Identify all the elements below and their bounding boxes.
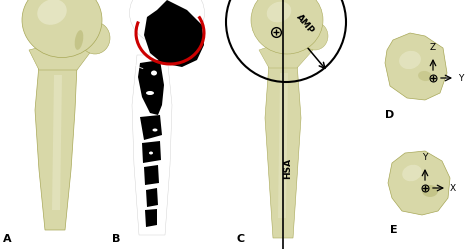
Polygon shape (388, 151, 450, 215)
Polygon shape (142, 141, 161, 163)
Polygon shape (259, 33, 313, 68)
Ellipse shape (402, 165, 422, 181)
Polygon shape (140, 115, 162, 140)
Text: B: B (112, 234, 120, 244)
Polygon shape (138, 60, 164, 115)
Text: X: X (450, 184, 456, 192)
Polygon shape (278, 73, 288, 218)
Ellipse shape (146, 91, 154, 95)
Polygon shape (144, 165, 159, 185)
Text: AMP: AMP (294, 12, 315, 36)
Ellipse shape (151, 70, 157, 75)
Text: Y: Y (422, 153, 428, 162)
Ellipse shape (399, 51, 421, 69)
Polygon shape (146, 188, 158, 207)
Ellipse shape (267, 2, 291, 22)
Ellipse shape (418, 71, 432, 81)
Ellipse shape (22, 0, 102, 58)
Ellipse shape (129, 0, 204, 46)
Polygon shape (52, 75, 62, 210)
Polygon shape (385, 33, 447, 100)
Polygon shape (145, 209, 157, 227)
Polygon shape (144, 0, 204, 67)
Text: Z: Z (430, 43, 436, 52)
Text: A: A (3, 234, 12, 244)
Text: HSA: HSA (283, 157, 292, 179)
Ellipse shape (37, 0, 67, 25)
Text: E: E (390, 225, 398, 235)
Ellipse shape (149, 151, 153, 154)
Ellipse shape (422, 185, 438, 197)
Text: D: D (385, 110, 394, 120)
Polygon shape (265, 63, 301, 238)
Polygon shape (132, 55, 172, 235)
Ellipse shape (153, 128, 157, 131)
Ellipse shape (80, 22, 110, 54)
Ellipse shape (75, 30, 83, 50)
Polygon shape (35, 65, 77, 230)
Text: Y: Y (458, 73, 464, 82)
Polygon shape (29, 35, 92, 70)
Ellipse shape (302, 22, 328, 50)
Ellipse shape (251, 0, 323, 54)
Text: C: C (237, 234, 245, 244)
